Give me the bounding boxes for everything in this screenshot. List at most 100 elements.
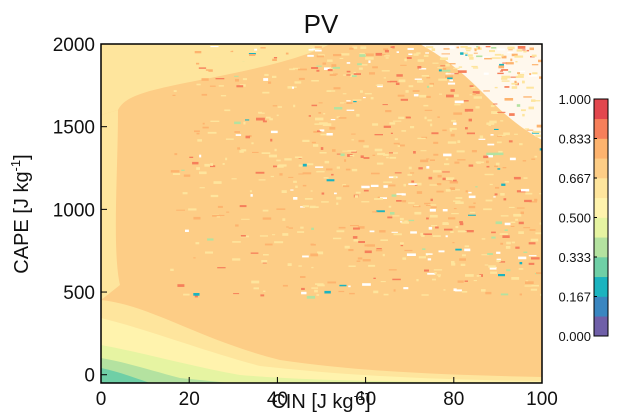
speckle xyxy=(511,86,518,89)
speckle xyxy=(329,67,335,70)
speckle xyxy=(375,211,378,213)
speckle xyxy=(353,101,357,103)
speckle xyxy=(455,289,462,292)
speckle xyxy=(217,205,223,208)
speckle xyxy=(276,208,286,210)
speckle xyxy=(333,54,342,57)
speckle xyxy=(413,151,416,154)
speckle xyxy=(383,125,391,128)
speckle xyxy=(174,153,178,156)
colorbar-segment xyxy=(594,296,608,317)
speckle xyxy=(465,127,468,130)
speckle xyxy=(408,85,414,88)
speckle xyxy=(314,123,323,125)
speckle xyxy=(455,226,459,229)
speckle xyxy=(360,90,363,93)
speckle xyxy=(324,290,331,294)
speckle xyxy=(192,161,199,165)
speckle xyxy=(519,262,523,265)
speckle xyxy=(287,263,292,266)
speckle xyxy=(384,55,390,57)
speckle xyxy=(472,93,476,95)
speckle xyxy=(528,262,535,265)
speckle xyxy=(441,53,450,55)
speckle xyxy=(375,52,383,56)
speckle xyxy=(500,215,509,217)
speckle xyxy=(421,136,428,139)
speckle xyxy=(422,248,426,250)
speckle xyxy=(473,280,477,282)
speckle xyxy=(524,128,530,130)
speckle xyxy=(261,260,268,263)
speckle xyxy=(400,242,404,245)
speckle xyxy=(397,94,405,97)
speckle xyxy=(428,204,437,206)
speckle xyxy=(413,53,419,56)
speckle xyxy=(464,248,471,252)
y-tick-label: 2000 xyxy=(53,35,95,56)
speckle xyxy=(512,277,519,279)
speckle xyxy=(435,226,439,229)
y-tick-label: 0 xyxy=(84,366,95,387)
speckle xyxy=(363,157,370,159)
speckle xyxy=(424,202,431,205)
speckle xyxy=(352,46,358,49)
noise-speckles xyxy=(170,46,542,299)
speckle xyxy=(358,139,365,143)
speckle xyxy=(414,78,422,80)
speckle xyxy=(348,265,356,267)
speckle xyxy=(277,106,282,108)
speckle xyxy=(234,75,239,77)
speckle xyxy=(499,63,504,66)
speckle xyxy=(458,66,463,68)
speckle xyxy=(400,98,408,101)
speckle xyxy=(258,179,266,181)
speckle xyxy=(317,130,320,132)
speckle xyxy=(514,133,518,135)
speckle xyxy=(497,48,506,51)
speckle xyxy=(202,126,209,129)
speckle xyxy=(474,48,477,52)
x-tick-label: 0 xyxy=(96,389,107,410)
speckle xyxy=(430,206,437,209)
speckle xyxy=(217,267,226,269)
speckle xyxy=(266,116,271,119)
speckle xyxy=(534,198,538,202)
speckle xyxy=(170,268,174,271)
plot-frame xyxy=(100,43,543,384)
speckle xyxy=(443,48,450,50)
speckle xyxy=(356,260,361,262)
speckle xyxy=(318,102,323,104)
speckle xyxy=(443,289,446,291)
speckle xyxy=(201,61,204,63)
colorbar-segment xyxy=(594,316,608,337)
speckle xyxy=(531,132,540,134)
speckle xyxy=(198,67,207,69)
speckle xyxy=(510,58,513,62)
speckle xyxy=(437,67,443,69)
speckle xyxy=(443,153,452,157)
speckle xyxy=(460,263,466,266)
speckle xyxy=(329,73,337,76)
speckle xyxy=(468,214,476,216)
speckle xyxy=(242,78,247,81)
speckle xyxy=(490,271,497,274)
speckle xyxy=(353,73,361,75)
speckle xyxy=(293,104,296,108)
speckle xyxy=(272,75,277,78)
speckle xyxy=(495,221,502,225)
speckle xyxy=(332,66,340,69)
speckle xyxy=(497,72,504,75)
speckle xyxy=(388,184,396,187)
speckle xyxy=(263,78,269,81)
speckle xyxy=(210,46,219,48)
speckle xyxy=(449,63,456,65)
speckle xyxy=(365,57,374,60)
speckle xyxy=(346,62,351,64)
speckle xyxy=(326,168,333,171)
speckle xyxy=(528,74,538,77)
speckle xyxy=(426,46,434,49)
speckle xyxy=(493,103,498,105)
speckle xyxy=(292,67,300,70)
speckle xyxy=(456,46,460,49)
